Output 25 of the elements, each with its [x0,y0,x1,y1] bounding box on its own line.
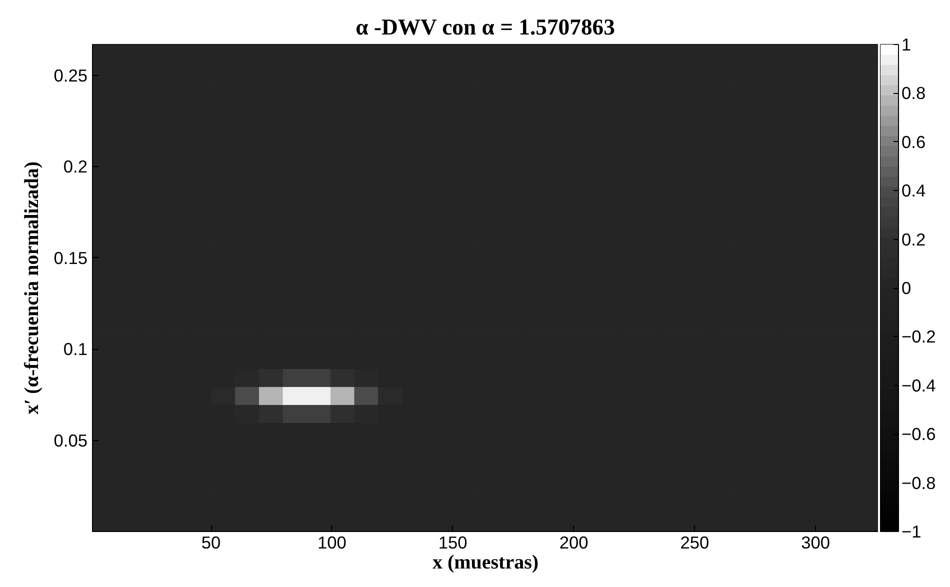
color-bar-label: 1 [902,34,912,54]
color-bar-label: 0.4 [902,180,926,201]
color-bar-label: −0.8 [902,472,936,493]
color-bar-label: 0 [902,278,912,298]
y-tick-label: 0.1 [63,339,88,360]
x-tick-label: 50 [201,532,221,552]
color-bar-label: 0.2 [902,229,926,250]
y-tick-label: 0.25 [54,66,88,86]
y-tick-label: 0.15 [54,248,88,268]
y-tick-label: 0.2 [63,156,88,177]
y-tick-label: 0.05 [54,430,88,450]
x-tick-label: 200 [559,532,588,552]
chart-title: α -DWV con α = 1.5707863 [356,14,615,40]
x-tick-label: 100 [317,532,346,552]
color-bar-label: 0.8 [902,83,926,104]
x-axis-title: x (muestras) [432,552,539,574]
x-tick-label: 150 [438,532,468,552]
color-bar-label: −0.6 [902,424,936,444]
y-axis-title: x′ (α-frecuencia normalizada) [20,161,43,415]
color-bar-label: −1 [902,522,922,542]
color-bar-label: 0.6 [902,132,926,152]
color-bar-label: −0.4 [902,375,936,396]
x-tick-label: 250 [680,532,710,552]
x-tick-label: 300 [801,532,830,552]
color-bar-label: −0.2 [902,326,936,347]
